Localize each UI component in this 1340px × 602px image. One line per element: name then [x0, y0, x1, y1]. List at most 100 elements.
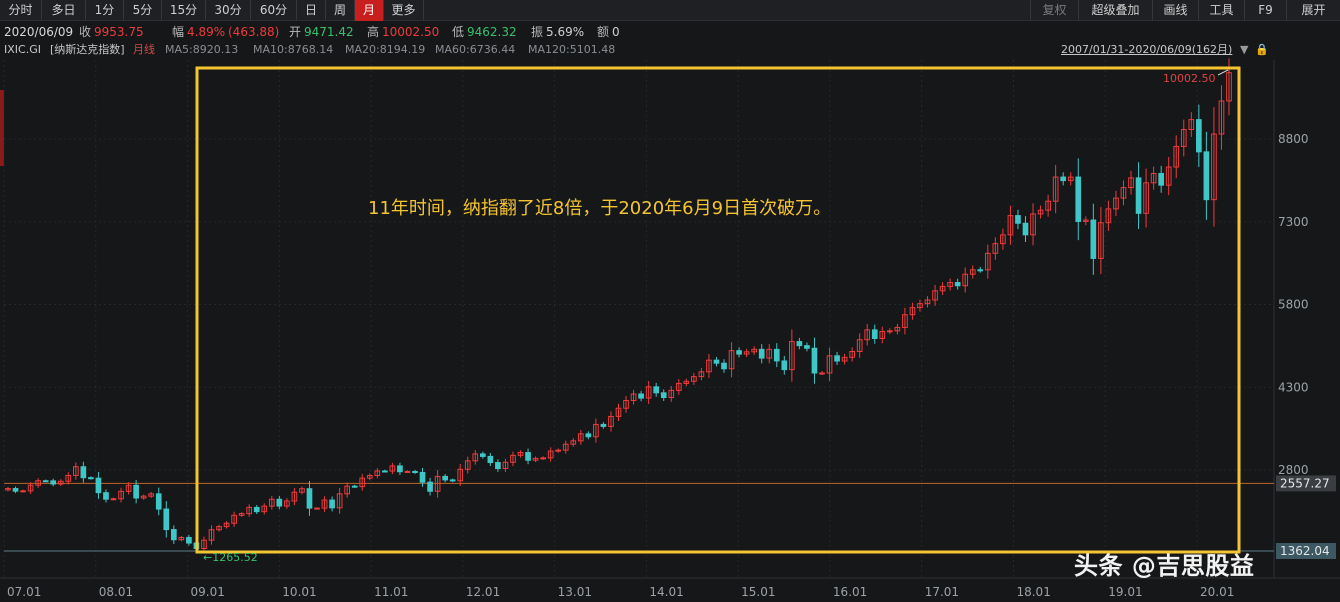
tab-intraday[interactable]: 分时 — [0, 0, 42, 21]
range-dropdown-icon[interactable]: ▼ — [1240, 43, 1249, 56]
x-tick-label: 15.01 — [741, 585, 775, 599]
candle-body-down — [427, 481, 433, 492]
tab-5min[interactable]: 5分 — [124, 0, 162, 21]
candle-body-up — [1226, 72, 1232, 102]
candle-body-up — [223, 522, 230, 528]
candle-body-up — [902, 314, 908, 328]
date-range-label[interactable]: 2007/01/31-2020/06/09(162月) — [1061, 43, 1233, 56]
candle-body-up — [691, 376, 697, 382]
candle-body-up — [65, 474, 72, 482]
tab-multi-day[interactable]: 多日 — [42, 0, 86, 21]
candle-body-up — [819, 372, 825, 375]
candle-body-up — [886, 330, 893, 333]
candle-body-down — [804, 345, 810, 349]
candle-body-down — [442, 475, 448, 481]
tab-15min[interactable]: 15分 — [162, 0, 206, 21]
candle-body-down — [758, 348, 765, 359]
expand-button[interactable]: 展开 — [1286, 0, 1340, 21]
candle-body-up — [284, 500, 290, 507]
ma20-label: MA20:8194.19 — [345, 43, 426, 56]
draw-line-button[interactable]: 画线 — [1152, 0, 1198, 21]
candle-body-up — [231, 514, 237, 524]
candle-body-up — [751, 348, 758, 353]
candle-body-down — [1196, 119, 1202, 153]
candle-body-down — [585, 433, 592, 438]
amplitude-label: 振 — [531, 25, 544, 39]
candle-body-down — [163, 508, 170, 531]
tab-more[interactable]: 更多 — [384, 0, 424, 21]
candle-body-down — [638, 393, 644, 399]
candle-body-down — [1203, 151, 1210, 201]
candle-body-up — [547, 450, 554, 459]
lock-icon[interactable]: 🔒 — [1255, 43, 1269, 56]
x-tick-label: 11.01 — [374, 585, 408, 599]
change-pct: 4.89% — [187, 25, 226, 39]
candle-body-down — [781, 360, 788, 371]
candle-body-down — [351, 485, 358, 488]
tab-60min[interactable]: 60分 — [251, 0, 297, 21]
candle-body-down — [329, 499, 335, 509]
candle-body-up — [457, 468, 464, 482]
tools-button[interactable]: 工具 — [1198, 0, 1244, 21]
candle-body-up — [1128, 177, 1134, 189]
candle-body-up — [1030, 213, 1036, 236]
candle-body-down — [186, 536, 192, 544]
x-tick-label: 13.01 — [558, 585, 592, 599]
candle-body-up — [849, 351, 855, 358]
overlay-button[interactable]: 超级叠加 — [1078, 0, 1152, 21]
candle-body-up — [1113, 197, 1119, 210]
last-price-label: 1362.04 — [1280, 544, 1330, 558]
candle-body-down — [736, 350, 742, 355]
annotation-text: 11年时间，纳指翻了近8倍，于2020年6月9日首次破万。 — [368, 198, 831, 219]
side-red-tab[interactable] — [0, 90, 4, 166]
candle-body-down — [796, 341, 803, 347]
candle-body-up — [502, 461, 509, 470]
candle-body-down — [170, 529, 177, 541]
tab-weekly[interactable]: 周 — [326, 0, 355, 21]
candle-body-up — [261, 505, 268, 513]
x-tick-label: 16.01 — [833, 585, 867, 599]
y-tick-label: 2800 — [1278, 463, 1309, 477]
candle-body-up — [5, 488, 11, 491]
x-tick-label: 08.01 — [99, 585, 133, 599]
candle-body-down — [954, 282, 961, 287]
candle-body-up — [1105, 208, 1112, 224]
adjust-button[interactable]: 复权 — [1030, 0, 1078, 21]
tab-30min[interactable]: 30分 — [206, 0, 251, 21]
close-label: 收 — [79, 25, 92, 39]
candle-body-down — [525, 452, 531, 461]
candle-body-up — [562, 443, 569, 451]
candle-body-up — [208, 529, 215, 541]
candle-body-down — [42, 480, 49, 483]
candle-body-up — [72, 466, 79, 476]
ma5-label: MA5:8920.13 — [165, 43, 239, 56]
candle-body-down — [811, 347, 818, 374]
candle-body-down — [834, 355, 840, 362]
ref-price-tag — [1276, 475, 1336, 492]
low-value: 9462.32 — [467, 25, 517, 39]
candle-body-up — [57, 480, 64, 485]
candle-body-up — [178, 536, 185, 541]
tab-daily[interactable]: 日 — [297, 0, 326, 21]
candle-body-up — [706, 359, 712, 373]
candle-body-up — [1173, 145, 1180, 168]
f9-button[interactable]: F9 — [1244, 0, 1286, 21]
candle-body-up — [464, 460, 471, 470]
candle-body-down — [306, 488, 313, 509]
candle-body-up — [35, 480, 41, 486]
candle-body-down — [773, 348, 780, 362]
candle-body-up — [540, 457, 546, 460]
ma-legend-row: IXIC.GI [纳斯达克指数] 月线 MA5:8920.13 MA10:876… — [0, 41, 1340, 59]
close-value: 9953.75 — [94, 25, 144, 39]
y-tick-label: 8800 — [1278, 132, 1309, 146]
candle-body-down — [1135, 177, 1142, 214]
tab-monthly[interactable]: 月 — [355, 0, 384, 21]
candle-body-up — [864, 329, 871, 341]
candle-body-down — [133, 484, 139, 499]
candle-body-up — [879, 330, 886, 339]
candle-body-up — [698, 371, 705, 378]
candle-body-up — [683, 380, 690, 384]
tab-1min[interactable]: 1分 — [86, 0, 124, 21]
